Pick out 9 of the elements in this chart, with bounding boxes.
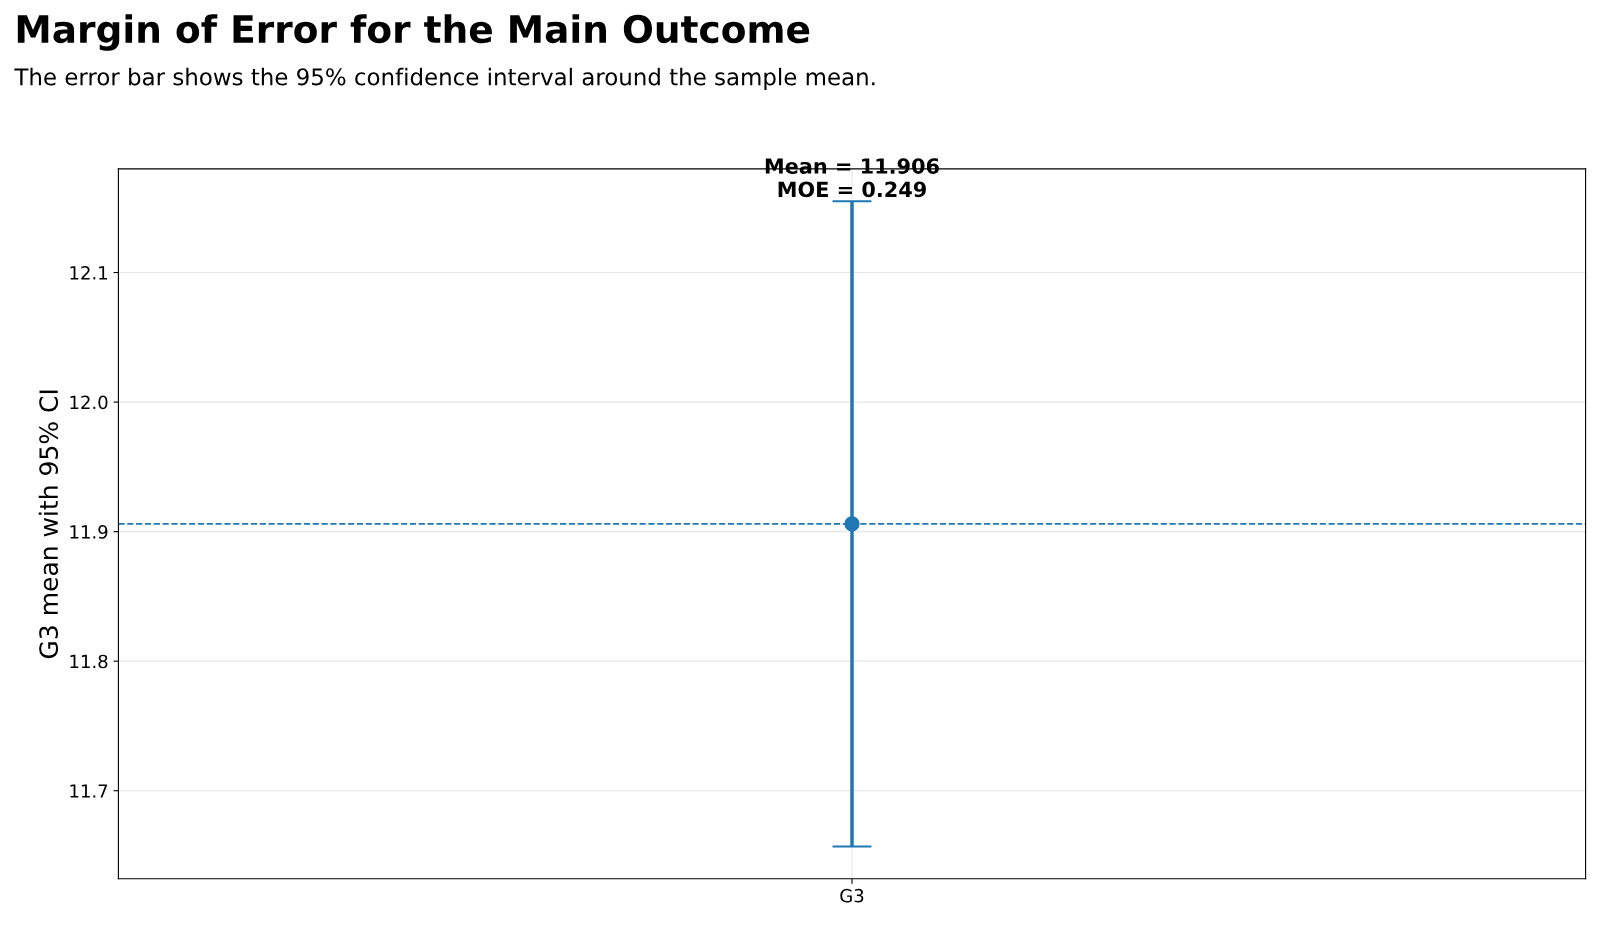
x-tick-label: G3 — [840, 888, 864, 903]
chart-subtitle: The error bar shows the 95% confidence interval around the sample mean. — [14, 67, 875, 90]
chart-title: Margin of Error for the Main Outcome — [17, 14, 810, 51]
y-tick-label: 12.1 — [70, 265, 108, 280]
y-tick-label: 11.7 — [70, 784, 108, 798]
y-tick-label: 11.8 — [70, 654, 108, 669]
y-axis-title: G3 mean with 95% CI — [38, 390, 59, 659]
y-tick-label: 12.0 — [70, 395, 108, 410]
y-tick-label: 11.9 — [70, 525, 108, 539]
